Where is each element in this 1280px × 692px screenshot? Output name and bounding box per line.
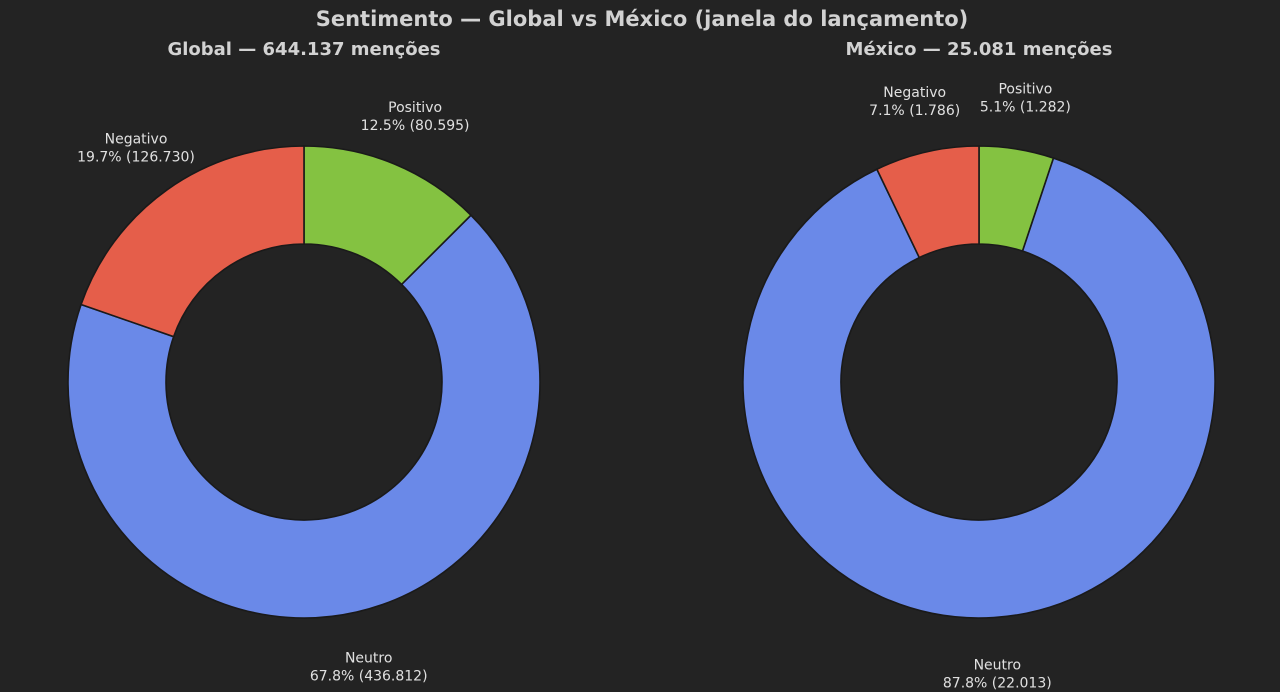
global-label-positivo: Positivo 12.5% (80.595) <box>361 100 470 134</box>
mexico-label-name: Negativo <box>883 85 946 101</box>
mexico-slice-negativo <box>875 145 980 259</box>
mexico-donut-labels: Positivo 5.1% (1.282) Neutro 87.8% (22.013)… <box>869 82 1071 692</box>
global-chart-title: Global — 644.137 menções <box>167 39 440 60</box>
global-label-value: 67.8% (436.812) <box>310 669 428 685</box>
global-label-value: 19.7% (126.730) <box>77 150 195 166</box>
global-label-neutro: Neutro 67.8% (436.812) <box>310 651 428 685</box>
global-slice-negativo <box>80 145 305 338</box>
mexico-chart-title: México — 25.081 menções <box>846 39 1113 60</box>
figure-title: Sentimento — Global vs México (janela do… <box>316 7 969 31</box>
mexico-slice-neutro <box>742 157 1216 619</box>
global-label-negativo: Negativo 19.7% (126.730) <box>77 132 195 166</box>
global-slice-neutro <box>67 214 541 619</box>
global-label-name: Neutro <box>345 651 392 667</box>
global-label-name: Negativo <box>105 132 168 148</box>
mexico-donut-chart: México — 25.081 menções Positivo 5.1% (1.… <box>742 39 1216 692</box>
mexico-label-neutro: Neutro 87.8% (22.013) <box>943 657 1052 691</box>
mexico-donut-slices <box>742 145 1216 619</box>
global-donut-labels: Positivo 12.5% (80.595) Neutro 67.8% (436.8… <box>77 100 469 685</box>
global-label-name: Positivo <box>388 100 442 116</box>
mexico-label-name: Positivo <box>998 82 1052 98</box>
mexico-label-name: Neutro <box>974 657 1021 673</box>
mexico-label-positivo: Positivo 5.1% (1.282) <box>980 82 1071 116</box>
global-donut-slices <box>67 145 541 619</box>
mexico-label-value: 87.8% (22.013) <box>943 675 1052 691</box>
global-label-value: 12.5% (80.595) <box>361 118 470 134</box>
mexico-label-value: 5.1% (1.282) <box>980 100 1071 116</box>
mexico-label-negativo: Negativo 7.1% (1.786) <box>869 85 960 119</box>
mexico-label-value: 7.1% (1.786) <box>869 103 960 119</box>
global-donut-chart: Global — 644.137 menções Positivo 12.5% (… <box>67 39 541 685</box>
